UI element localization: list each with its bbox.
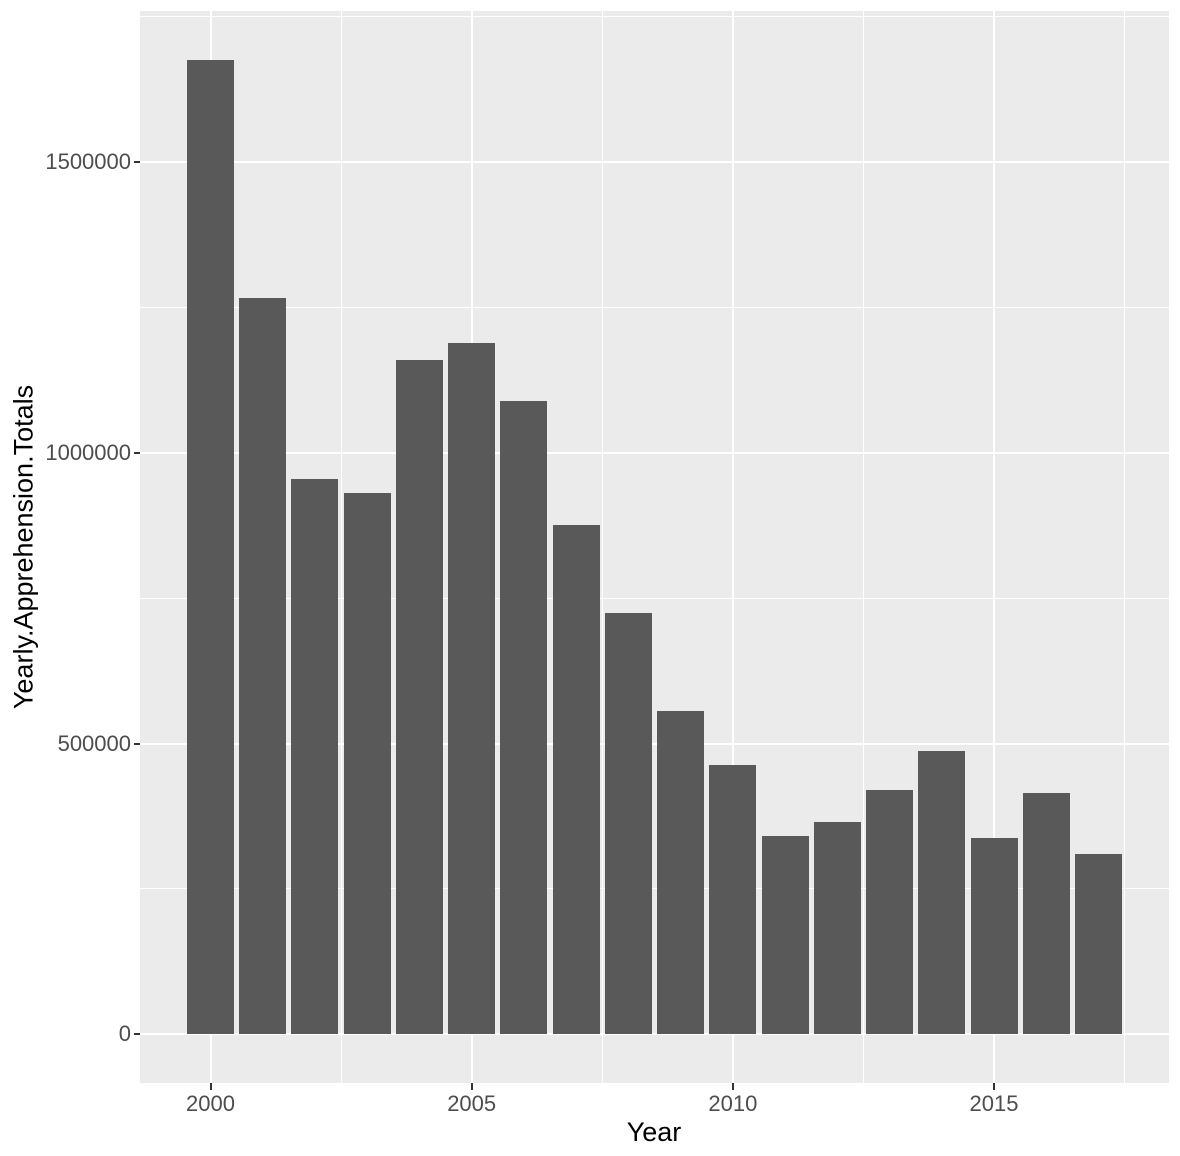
bar-2016 bbox=[1022, 792, 1070, 1035]
bar-2017 bbox=[1074, 853, 1122, 1035]
x-minor-gridline bbox=[862, 11, 864, 1083]
y-tick-label: 500000 bbox=[57, 730, 131, 756]
y-axis-tick bbox=[134, 1033, 140, 1036]
bar-2007 bbox=[552, 524, 600, 1035]
x-axis-title: Year bbox=[626, 1117, 682, 1147]
y-major-gridline bbox=[140, 161, 1169, 164]
x-axis-tick bbox=[731, 1083, 734, 1090]
y-minor-gridline bbox=[140, 888, 1169, 890]
x-major-gridline bbox=[993, 11, 996, 1083]
y-major-gridline bbox=[140, 451, 1169, 454]
bar-2013 bbox=[866, 789, 914, 1035]
bar-2009 bbox=[657, 711, 705, 1035]
bar-2001 bbox=[239, 298, 287, 1035]
bar-2011 bbox=[761, 836, 809, 1035]
x-minor-gridline bbox=[601, 11, 603, 1083]
y-tick-label: 1000000 bbox=[45, 439, 131, 465]
bar-2004 bbox=[395, 359, 443, 1035]
x-tick-label: 2010 bbox=[708, 1091, 758, 1116]
x-axis-tick bbox=[209, 1083, 212, 1090]
y-minor-gridline bbox=[140, 307, 1169, 309]
y-major-gridline bbox=[140, 1033, 1169, 1036]
x-axis-tick bbox=[993, 1083, 996, 1090]
y-axis-tick bbox=[134, 451, 140, 454]
x-axis-tick bbox=[470, 1083, 473, 1090]
x-minor-gridline bbox=[340, 11, 342, 1083]
y-axis-tick bbox=[134, 742, 140, 745]
bar-2010 bbox=[709, 764, 757, 1035]
bar-2003 bbox=[343, 492, 391, 1035]
bar-2014 bbox=[918, 751, 966, 1035]
bar-2015 bbox=[970, 838, 1018, 1035]
bar-2012 bbox=[813, 822, 861, 1035]
y-axis-title: Yearly.Apprehension.Totals bbox=[8, 384, 39, 710]
bar-2008 bbox=[604, 613, 652, 1035]
bar-2005 bbox=[448, 343, 496, 1035]
bar-2002 bbox=[291, 478, 339, 1035]
x-minor-gridline bbox=[1124, 11, 1126, 1083]
plot-panel bbox=[140, 11, 1169, 1083]
x-tick-label: 2015 bbox=[969, 1091, 1019, 1116]
bar-2006 bbox=[500, 401, 548, 1035]
y-axis-tick bbox=[134, 161, 140, 164]
y-major-gridline bbox=[140, 742, 1169, 745]
y-tick-label: 0 bbox=[118, 1021, 131, 1047]
bar-2000 bbox=[187, 59, 234, 1035]
x-major-gridline bbox=[731, 11, 734, 1083]
y-minor-gridline bbox=[140, 16, 1169, 18]
x-tick-label: 2005 bbox=[447, 1091, 497, 1116]
y-tick-label: 1500000 bbox=[45, 149, 131, 175]
y-minor-gridline bbox=[140, 597, 1169, 599]
x-tick-label: 2000 bbox=[186, 1091, 235, 1116]
